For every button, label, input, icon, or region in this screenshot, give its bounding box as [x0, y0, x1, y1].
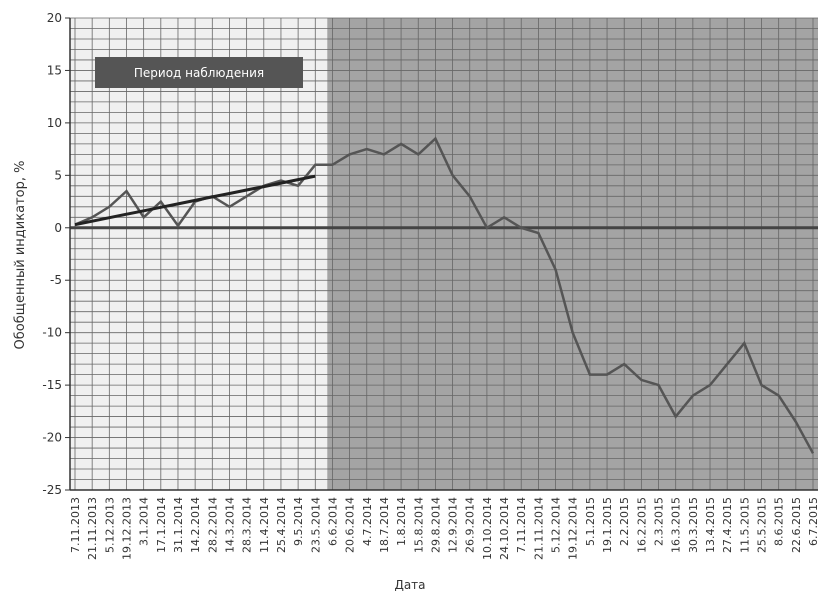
- y-tick-label: -20: [42, 431, 62, 445]
- x-tick-label: 13.4.2015: [704, 497, 717, 553]
- x-tick-label: 22.6.2015: [790, 497, 803, 553]
- x-tick-label: 30.3.2015: [687, 497, 700, 553]
- x-tick-label: 16.2.2015: [635, 497, 648, 553]
- x-tick-label: 17.1.2014: [155, 497, 168, 553]
- x-tick-label: 7.11.2014: [515, 497, 528, 553]
- x-tick-label: 20.6.2014: [344, 497, 357, 553]
- x-tick-label: 11.4.2014: [258, 497, 271, 553]
- y-tick-label: 15: [47, 63, 62, 77]
- x-tick-label: 26.9.2014: [464, 497, 477, 553]
- x-tick-label: 6.6.2014: [326, 497, 339, 546]
- x-tick-label: 2.3.2015: [653, 497, 666, 546]
- y-tick-label: 5: [54, 168, 62, 182]
- x-tick-label: 19.1.2015: [601, 497, 614, 553]
- x-tick-label: 19.12.2014: [567, 497, 580, 560]
- x-tick-label: 28.3.2014: [241, 497, 254, 553]
- x-tick-label: 24.10.2014: [498, 497, 511, 560]
- x-tick-label: 27.4.2015: [721, 497, 734, 553]
- x-axis-title: Дата: [394, 578, 425, 592]
- x-tick-label: 14.3.2014: [223, 497, 236, 553]
- x-tick-label: 21.11.2014: [532, 497, 545, 560]
- x-tick-label: 12.9.2014: [447, 497, 460, 553]
- y-tick-label: -15: [42, 378, 62, 392]
- x-tick-label: 5.1.2015: [584, 497, 597, 546]
- observation-region: [70, 18, 328, 490]
- x-tick-label: 19.12.2013: [120, 497, 133, 560]
- x-tick-label: 4.7.2014: [361, 497, 374, 546]
- y-tick-label: -5: [50, 273, 62, 287]
- x-tick-label: 31.1.2014: [172, 497, 185, 553]
- x-tick-label: 25.5.2015: [756, 497, 769, 553]
- x-tick-label: 23.5.2014: [309, 497, 322, 553]
- x-tick-label: 5.12.2013: [103, 497, 116, 553]
- x-tick-label: 21.11.2013: [86, 497, 99, 560]
- y-tick-label: 20: [47, 11, 62, 25]
- y-axis-title: Обобщенный индикатор, %: [13, 161, 28, 350]
- x-tick-label: 18.7.2014: [378, 497, 391, 553]
- x-tick-label: 28.2.2014: [206, 497, 219, 553]
- x-tick-label: 10.10.2014: [481, 497, 494, 560]
- x-tick-label: 2.2.2015: [618, 497, 631, 546]
- x-tick-label: 8.6.2015: [773, 497, 786, 546]
- x-tick-label: 5.12.2014: [550, 497, 563, 553]
- y-tick-label: 10: [47, 116, 62, 130]
- y-tick-label: -25: [42, 483, 62, 497]
- x-tick-label: 15.8.2014: [412, 497, 425, 553]
- x-tick-label: 11.5.2015: [738, 497, 751, 553]
- x-tick-label: 3.1.2014: [138, 497, 151, 546]
- x-tick-label: 9.5.2014: [292, 497, 305, 546]
- x-tick-label: 1.8.2014: [395, 497, 408, 546]
- y-tick-label: 0: [54, 221, 62, 235]
- x-tick-label: 6.7.2015: [807, 497, 820, 546]
- x-tick-label: 16.3.2015: [670, 497, 683, 553]
- x-tick-label: 29.8.2014: [429, 497, 442, 553]
- x-tick-label: 7.11.2013: [69, 497, 82, 553]
- series-line: [74, 174, 316, 227]
- annotation-box: [95, 57, 303, 88]
- x-tick-label: 14.2.2014: [189, 497, 202, 553]
- annotation-label: Период наблюдения: [134, 66, 264, 80]
- y-tick-label: -10: [42, 326, 62, 340]
- x-tick-label: 25.4.2014: [275, 497, 288, 553]
